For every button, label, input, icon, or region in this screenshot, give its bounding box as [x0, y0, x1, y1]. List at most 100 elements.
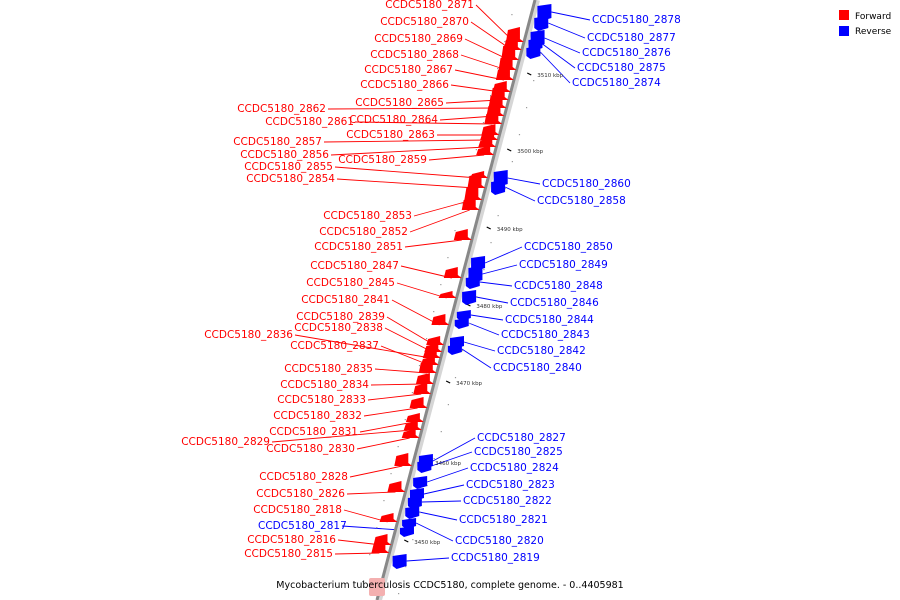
gene-feature-ccdc5180-2852[interactable]: [461, 197, 480, 210]
gene-feature-ccdc5180-2845[interactable]: [438, 291, 457, 298]
gene-label-ccdc5180-2854[interactable]: CCDC5180_2854: [246, 173, 335, 185]
gene-label-ccdc5180-2822[interactable]: CCDC5180_2822: [463, 495, 552, 507]
gene-feature-ccdc5180-2821[interactable]: [405, 506, 420, 519]
gene-label-ccdc5180-2861[interactable]: CCDC5180_2861: [265, 116, 354, 128]
gene-label-ccdc5180-2841[interactable]: CCDC5180_2841: [301, 294, 390, 306]
gene-feature-ccdc5180-2815[interactable]: [371, 542, 390, 553]
gene-feature-ccdc5180-2826[interactable]: [387, 481, 406, 492]
gene-feature-ccdc5180-2868[interactable]: [498, 55, 517, 70]
gene-label-ccdc5180-2846[interactable]: CCDC5180_2846: [510, 297, 599, 309]
gene-label-ccdc5180-2875[interactable]: CCDC5180_2875: [577, 62, 666, 74]
gene-feature-ccdc5180-2877[interactable]: [534, 16, 549, 31]
gene-label-ccdc5180-2874[interactable]: CCDC5180_2874: [572, 77, 661, 89]
gene-feature-ccdc5180-2861[interactable]: [484, 111, 503, 124]
gene-feature-ccdc5180-2830[interactable]: [401, 429, 420, 438]
gene-label-ccdc5180-2835[interactable]: CCDC5180_2835: [284, 363, 373, 375]
gene-feature-ccdc5180-2828[interactable]: [394, 453, 413, 466]
gene-feature-ccdc5180-2832[interactable]: [409, 397, 428, 408]
gene-label-ccdc5180-2847[interactable]: CCDC5180_2847: [310, 260, 399, 272]
gene-label-ccdc5180-2864[interactable]: CCDC5180_2864: [349, 114, 438, 126]
gene-feature-ccdc5180-2829[interactable]: [403, 421, 422, 430]
gene-feature-ccdc5180-2848[interactable]: [465, 276, 480, 289]
gene-label-ccdc5180-2839[interactable]: CCDC5180_2839: [296, 311, 385, 323]
gene-feature-ccdc5180-2831[interactable]: [405, 413, 424, 422]
gene-label-ccdc5180-2845[interactable]: CCDC5180_2845: [306, 277, 395, 289]
gene-label-ccdc5180-2838[interactable]: CCDC5180_2838: [294, 322, 383, 334]
gene-feature-ccdc5180-2839[interactable]: [426, 336, 445, 345]
gene-label-ccdc5180-2871[interactable]: CCDC5180_2871: [385, 0, 474, 11]
gene-label-ccdc5180-2815[interactable]: CCDC5180_2815: [244, 548, 333, 560]
gene-label-ccdc5180-2843[interactable]: CCDC5180_2843: [501, 329, 590, 341]
gene-label-ccdc5180-2877[interactable]: CCDC5180_2877: [587, 32, 676, 44]
gene-feature-ccdc5180-2863[interactable]: [481, 124, 500, 135]
gene-label-ccdc5180-2853[interactable]: CCDC5180_2853: [323, 210, 412, 222]
gene-label-ccdc5180-2867[interactable]: CCDC5180_2867: [364, 64, 453, 76]
gene-feature-ccdc5180-2862[interactable]: [488, 93, 507, 108]
gene-feature-ccdc5180-2833[interactable]: [413, 383, 432, 394]
gene-feature-ccdc5180-2818[interactable]: [379, 513, 398, 522]
gene-feature-ccdc5180-2871[interactable]: [505, 27, 524, 42]
gene-label-ccdc5180-2823[interactable]: CCDC5180_2823: [466, 479, 555, 491]
gene-label-ccdc5180-2821[interactable]: CCDC5180_2821: [459, 514, 548, 526]
gene-label-ccdc5180-2817[interactable]: CCDC5180_2817: [258, 520, 347, 532]
gene-label-ccdc5180-2844[interactable]: CCDC5180_2844: [505, 314, 594, 326]
gene-feature-ccdc5180-2853[interactable]: [464, 185, 483, 200]
gene-label-ccdc5180-2866[interactable]: CCDC5180_2866: [360, 79, 449, 91]
gene-label-ccdc5180-2849[interactable]: CCDC5180_2849: [519, 259, 608, 271]
gene-feature-ccdc5180-2856[interactable]: [478, 138, 497, 147]
gene-label-ccdc5180-2876[interactable]: CCDC5180_2876: [582, 47, 671, 59]
gene-feature-ccdc5180-2846[interactable]: [462, 290, 477, 305]
gene-label-ccdc5180-2833[interactable]: CCDC5180_2833: [277, 394, 366, 406]
gene-label-ccdc5180-2848[interactable]: CCDC5180_2848: [514, 280, 603, 292]
gene-feature-ccdc5180-2825[interactable]: [417, 460, 432, 473]
gene-label-ccdc5180-2868[interactable]: CCDC5180_2868: [370, 49, 459, 61]
gene-label-ccdc5180-2860[interactable]: CCDC5180_2860: [542, 178, 631, 190]
gene-label-ccdc5180-2837[interactable]: CCDC5180_2837: [290, 340, 379, 352]
gene-label-ccdc5180-2832[interactable]: CCDC5180_2832: [273, 410, 362, 422]
gene-label-ccdc5180-2863[interactable]: CCDC5180_2863: [346, 129, 435, 141]
gene-label-ccdc5180-2869[interactable]: CCDC5180_2869: [374, 33, 463, 45]
gene-feature-ccdc5180-2869[interactable]: [501, 43, 520, 60]
gene-label-ccdc5180-2878[interactable]: CCDC5180_2878: [592, 14, 681, 26]
gene-label-ccdc5180-2840[interactable]: CCDC5180_2840: [493, 362, 582, 374]
gene-feature-ccdc5180-2816[interactable]: [373, 534, 392, 545]
gene-feature-ccdc5180-2834[interactable]: [415, 373, 434, 384]
gene-label-ccdc5180-2856[interactable]: CCDC5180_2856: [240, 149, 329, 161]
gene-label-ccdc5180-2855[interactable]: CCDC5180_2855: [244, 161, 333, 173]
gene-label-ccdc5180-2836[interactable]: CCDC5180_2836: [204, 329, 293, 341]
gene-feature-ccdc5180-2841[interactable]: [431, 314, 450, 325]
gene-label-ccdc5180-2830[interactable]: CCDC5180_2830: [266, 443, 355, 455]
gene-label-ccdc5180-2826[interactable]: CCDC5180_2826: [256, 488, 345, 500]
gene-label-ccdc5180-2827[interactable]: CCDC5180_2827: [477, 432, 566, 444]
gene-label-ccdc5180-2825[interactable]: CCDC5180_2825: [474, 446, 563, 458]
gene-feature-ccdc5180-2867[interactable]: [495, 67, 514, 80]
gene-label-ccdc5180-2818[interactable]: CCDC5180_2818: [253, 504, 342, 516]
gene-label-ccdc5180-2829[interactable]: CCDC5180_2829: [181, 436, 270, 448]
gene-label-ccdc5180-2834[interactable]: CCDC5180_2834: [280, 379, 369, 391]
gene-label-ccdc5180-2831[interactable]: CCDC5180_2831: [269, 426, 358, 438]
gene-feature-ccdc5180-2824[interactable]: [413, 476, 428, 489]
gene-label-ccdc5180-2820[interactable]: CCDC5180_2820: [455, 535, 544, 547]
gene-feature-ccdc5180-2859[interactable]: [476, 146, 495, 155]
gene-label-ccdc5180-2851[interactable]: CCDC5180_2851: [314, 241, 403, 253]
gene-label-ccdc5180-2816[interactable]: CCDC5180_2816: [247, 534, 336, 546]
gene-feature-ccdc5180-2822[interactable]: [407, 496, 422, 509]
gene-feature-ccdc5180-2817[interactable]: [399, 526, 414, 537]
gene-feature-ccdc5180-2854[interactable]: [467, 173, 486, 188]
gene-label-ccdc5180-2828[interactable]: CCDC5180_2828: [259, 471, 348, 483]
gene-label-ccdc5180-2859[interactable]: CCDC5180_2859: [338, 154, 427, 166]
gene-feature-ccdc5180-2836[interactable]: [422, 349, 441, 358]
gene-feature-ccdc5180-2857[interactable]: [480, 131, 499, 140]
gene-feature-ccdc5180-2819[interactable]: [392, 554, 407, 569]
gene-feature-ccdc5180-2858[interactable]: [491, 180, 506, 195]
gene-feature-ccdc5180-2838[interactable]: [424, 343, 443, 352]
gene-feature-ccdc5180-2835[interactable]: [418, 360, 437, 373]
gene-feature-ccdc5180-2847[interactable]: [443, 267, 462, 278]
gene-label-ccdc5180-2870[interactable]: CCDC5180_2870: [380, 16, 469, 28]
gene-feature-ccdc5180-2840[interactable]: [447, 344, 462, 355]
gene-feature-ccdc5180-2851[interactable]: [453, 229, 472, 240]
gene-label-ccdc5180-2824[interactable]: CCDC5180_2824: [470, 462, 559, 474]
gene-feature-ccdc5180-2874[interactable]: [526, 46, 541, 59]
gene-feature-ccdc5180-2843[interactable]: [454, 318, 469, 329]
gene-label-ccdc5180-2852[interactable]: CCDC5180_2852: [319, 226, 408, 238]
